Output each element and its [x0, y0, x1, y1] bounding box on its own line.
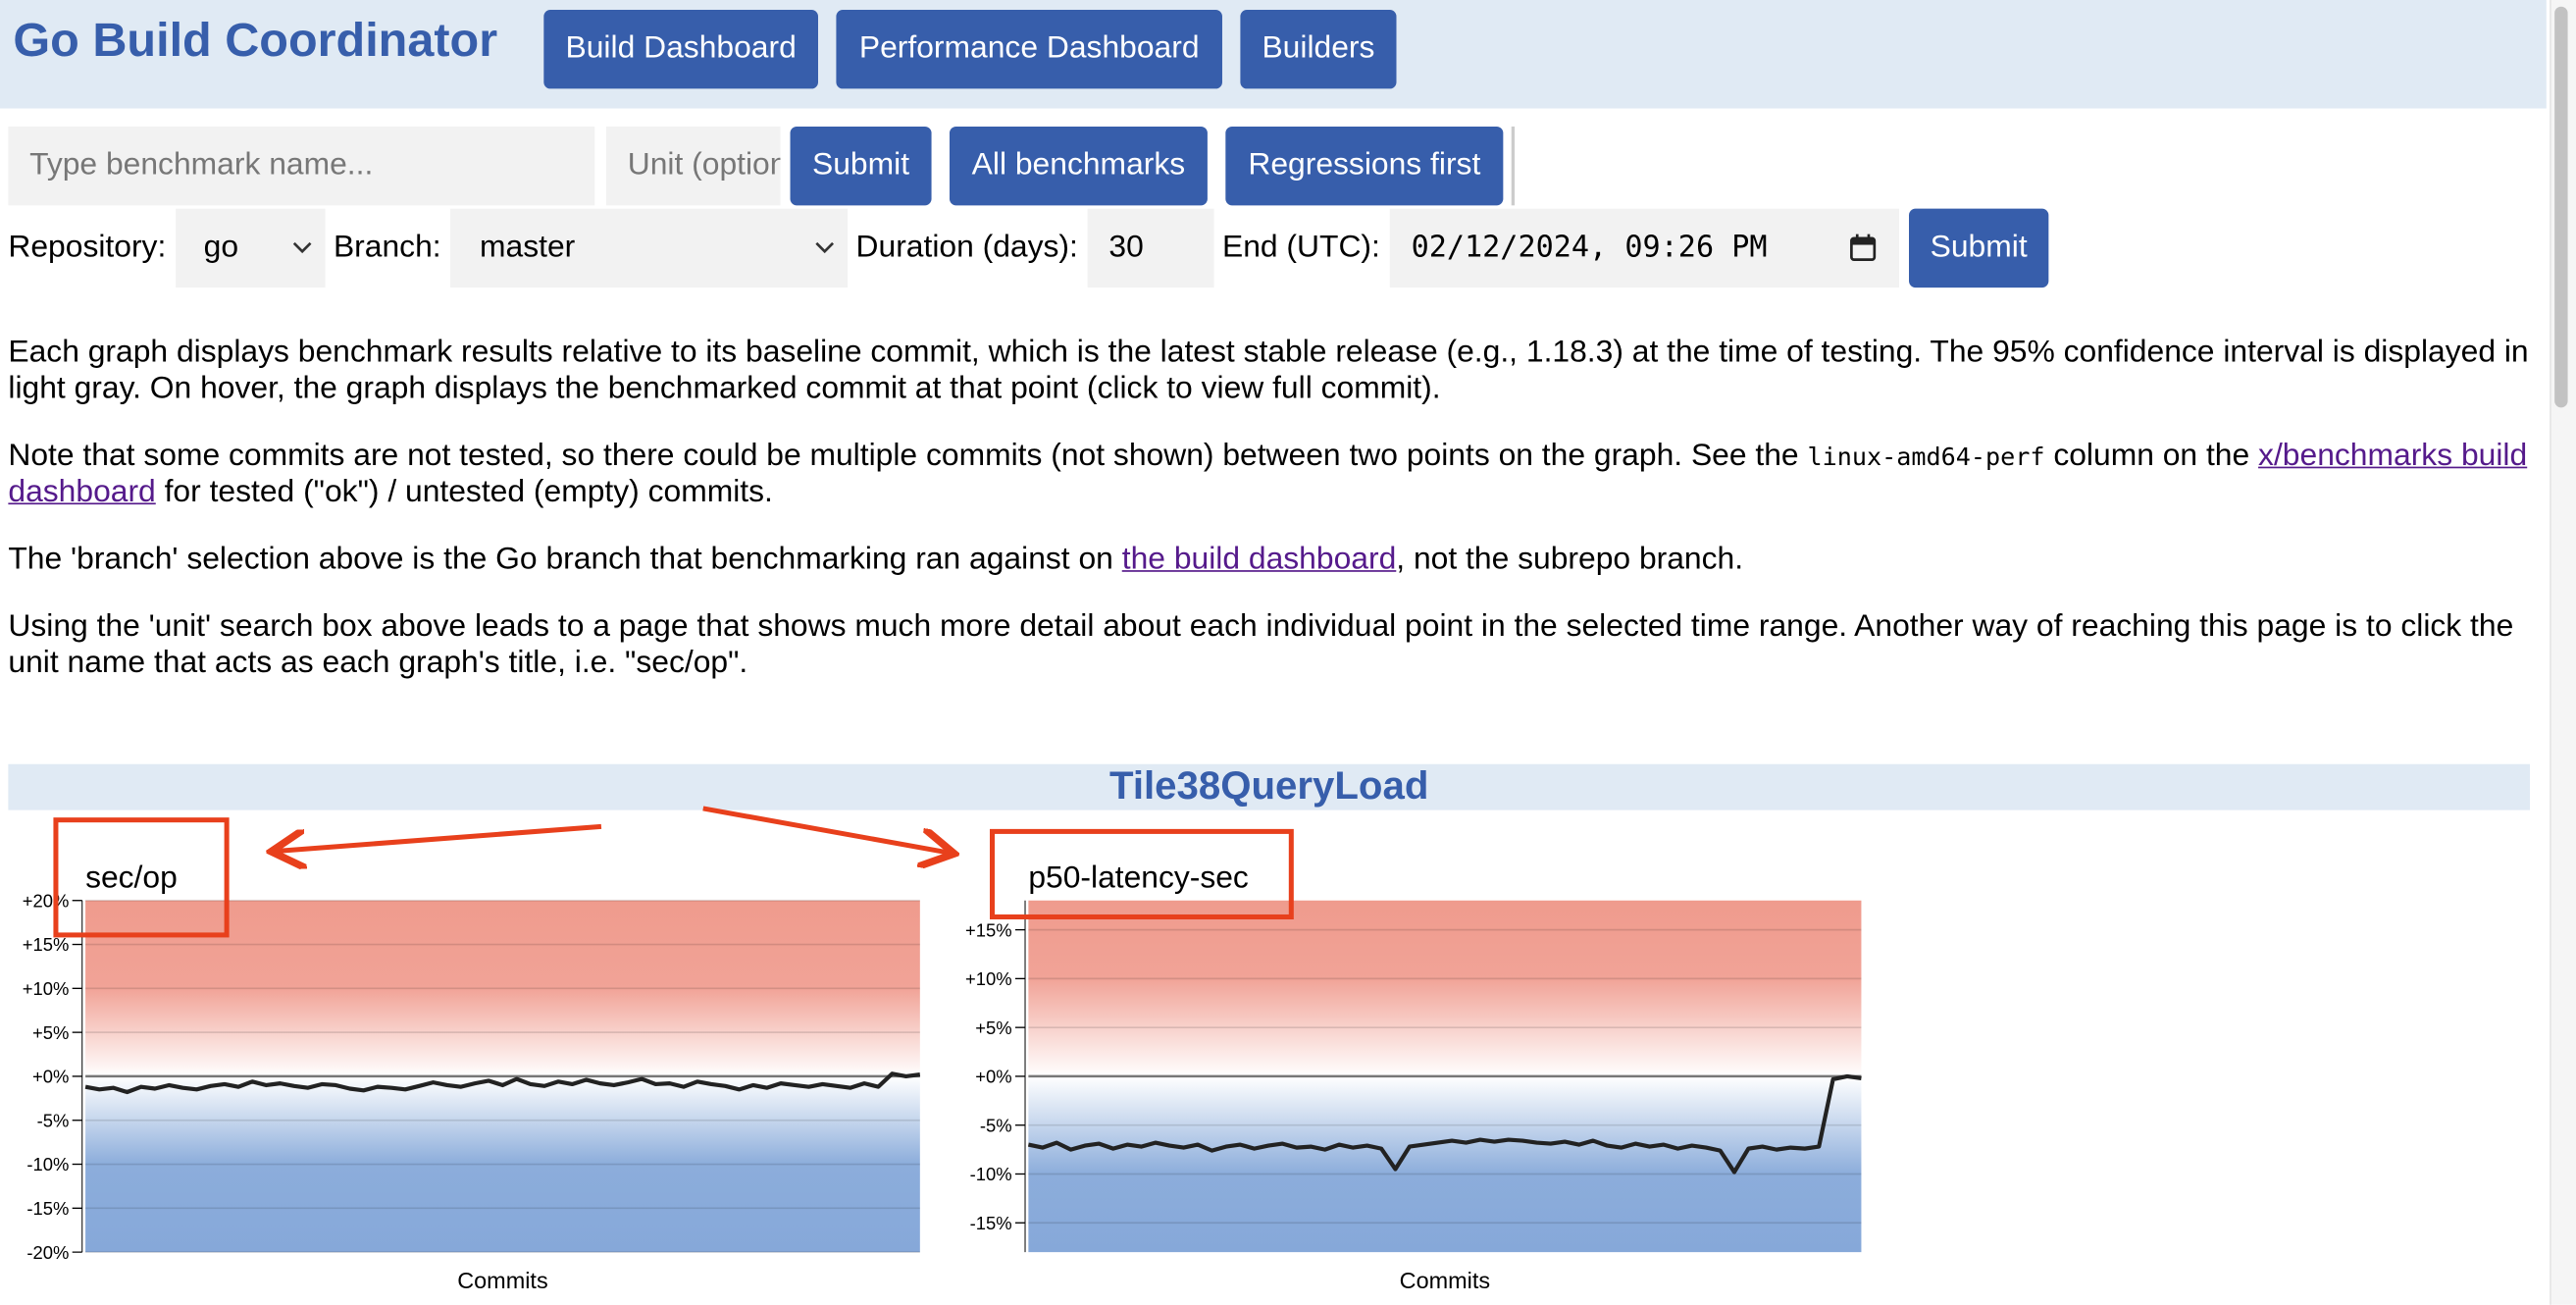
y-tick-label: -5%: [37, 1110, 70, 1130]
x-axis-label: Commits: [1400, 1268, 1490, 1293]
benchmark-title: Tile38QueryLoad: [8, 763, 2531, 810]
calendar-icon: [1850, 234, 1877, 261]
chart-title: sec/op: [85, 859, 178, 894]
repository-label: Repository:: [8, 230, 167, 265]
y-tick-label: +10%: [23, 978, 70, 999]
end-value: 02/12/2024, 09:26 PM: [1411, 230, 1768, 265]
chart-title: p50-latency-sec: [1028, 859, 1249, 894]
submit-button[interactable]: Submit: [790, 126, 932, 206]
branch-select[interactable]: master: [449, 208, 849, 288]
y-tick-label: +5%: [32, 1022, 69, 1043]
text: column on the: [2044, 439, 2259, 474]
paragraph: Each graph displays benchmark results re…: [8, 335, 2529, 406]
chevron: [292, 241, 312, 254]
separator: [1511, 126, 1516, 206]
y-tick-label: +15%: [965, 919, 1012, 940]
y-tick-label: +0%: [975, 1067, 1011, 1087]
y-tick-label: +5%: [975, 1018, 1011, 1038]
unit-input[interactable]: Unit (optional): [605, 126, 781, 206]
branch-value: master: [480, 230, 576, 265]
y-tick-label: +15%: [23, 934, 70, 955]
repository-value: go: [203, 230, 239, 265]
branch-label: Branch:: [333, 230, 441, 265]
link[interactable]: x/benchmarks build dashboard: [8, 439, 2528, 510]
nav-button[interactable]: Builders: [1240, 10, 1397, 89]
data-line: [84, 1071, 921, 1095]
paragraph: Using the 'unit' search box above leads …: [8, 609, 2514, 681]
repository-select[interactable]: go: [176, 208, 326, 288]
y-tick-label: -15%: [26, 1198, 69, 1219]
link[interactable]: the build dashboard: [1121, 542, 1397, 577]
regressions-first-button[interactable]: Regressions first: [1225, 126, 1504, 206]
y-tick-label: -10%: [970, 1164, 1012, 1184]
submit-button[interactable]: Submit: [1909, 208, 2049, 288]
scrollbar-thumb: [2554, 6, 2568, 408]
end-input[interactable]: 02/12/2024, 09:26 PM: [1389, 208, 1899, 288]
y-tick-label: -20%: [26, 1242, 69, 1263]
text: for tested ("ok") / untested (empty) com…: [155, 474, 773, 510]
y-tick-label: -10%: [26, 1154, 69, 1174]
text: The 'branch' selection above is the Go b…: [8, 542, 1122, 577]
code: linux-amd64-perf: [1807, 442, 2045, 472]
y-tick-label: -15%: [970, 1213, 1012, 1233]
data-line: [1027, 1073, 1862, 1174]
paragraph: Note that some commits are not tested, s…: [8, 439, 2554, 511]
y-tick-label: +20%: [23, 890, 70, 911]
benchmark-input[interactable]: Type benchmark name...: [8, 126, 595, 206]
y-tick-label: +0%: [32, 1067, 69, 1087]
chevron: [815, 241, 835, 254]
description: Each graph displays benchmark results re…: [8, 336, 2554, 713]
all-benchmarks-button[interactable]: All benchmarks: [949, 126, 1208, 206]
x-axis-label: Commits: [457, 1268, 547, 1293]
y-tick-label: +10%: [965, 968, 1012, 989]
paragraph: The 'branch' selection above is the Go b…: [8, 543, 2554, 579]
end-label: End (UTC):: [1221, 230, 1380, 265]
site-title: Go Build Coordinator: [13, 15, 498, 68]
duration-input[interactable]: 30: [1087, 208, 1214, 288]
text: , not the subrepo branch.: [1396, 542, 1744, 577]
y-tick-label: -5%: [980, 1115, 1012, 1135]
duration-label: Duration (days):: [855, 230, 1078, 265]
nav-button[interactable]: Build Dashboard: [543, 10, 819, 89]
text: Note that some commits are not tested, s…: [8, 439, 1808, 474]
nav-button[interactable]: Performance Dashboard: [836, 10, 1222, 89]
